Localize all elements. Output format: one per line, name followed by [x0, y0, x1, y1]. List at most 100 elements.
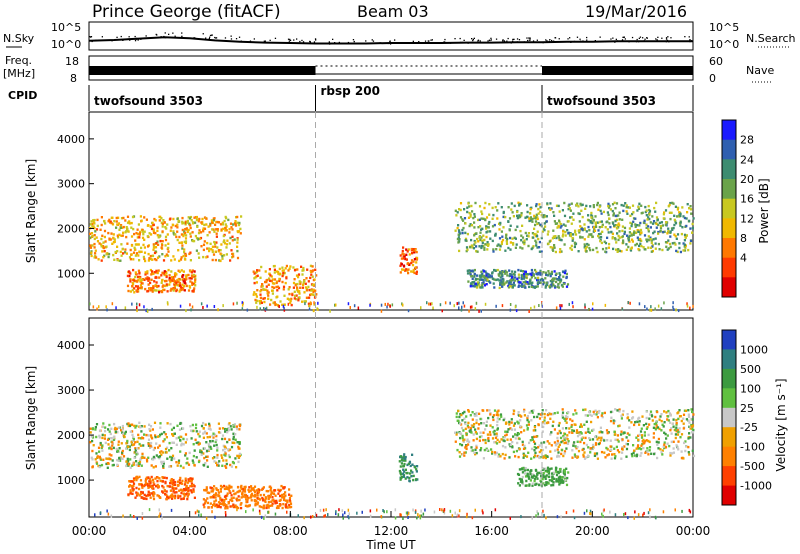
- heatmap-cell: [269, 488, 272, 492]
- heatmap-cell: [200, 453, 203, 456]
- heatmap-cell: [229, 491, 232, 494]
- heatmap-cell: [274, 494, 277, 497]
- heatmap-cell: [538, 240, 541, 244]
- ground-scatter-cell: [191, 305, 194, 309]
- heatmap-cell: [404, 468, 407, 471]
- heatmap-cell: [134, 441, 137, 444]
- heatmap-cell: [308, 296, 311, 299]
- heatmap-cell: [299, 286, 302, 289]
- heatmap-cell: [135, 486, 138, 490]
- heatmap-cell: [647, 453, 650, 456]
- heatmap-cell: [667, 409, 670, 413]
- heatmap-cell: [595, 453, 598, 457]
- heatmap-cell: [179, 495, 182, 498]
- heatmap-cell: [461, 228, 464, 232]
- heatmap-cell: [636, 445, 639, 448]
- heatmap-cell: [146, 460, 149, 463]
- heatmap-cell: [306, 268, 309, 271]
- heatmap-cell: [267, 501, 270, 504]
- ground-scatter-cell: [643, 511, 645, 515]
- heatmap-cell: [566, 434, 569, 437]
- heatmap-cell: [115, 427, 118, 431]
- heatmap-cell: [651, 415, 654, 418]
- heatmap-cell: [156, 476, 159, 479]
- heatmap-cell: [536, 235, 539, 238]
- heatmap-cell: [302, 283, 305, 286]
- noise-dot: [400, 42, 402, 44]
- heatmap-cell: [272, 265, 275, 268]
- heatmap-cell: [160, 453, 163, 456]
- heatmap-cell: [486, 272, 489, 276]
- heatmap-cell: [648, 238, 651, 242]
- heatmap-cell: [523, 275, 526, 278]
- heatmap-cell: [171, 223, 174, 226]
- heatmap-cell: [667, 247, 671, 250]
- heatmap-cell: [523, 239, 526, 242]
- heatmap-cell: [217, 249, 220, 252]
- noise-dot: [472, 39, 474, 42]
- ground-scatter-cell: [213, 305, 216, 308]
- noise-dot: [211, 34, 213, 36]
- heatmap-cell: [660, 221, 663, 224]
- heatmap-cell: [630, 222, 634, 226]
- heatmap-cell: [473, 283, 476, 286]
- heatmap-cell: [215, 461, 218, 464]
- heatmap-cell: [615, 224, 618, 227]
- heatmap-cell: [143, 251, 147, 254]
- heatmap-cell: [482, 275, 485, 278]
- heatmap-cell: [205, 223, 208, 226]
- heatmap-cell: [563, 243, 566, 246]
- heatmap-cell: [283, 294, 286, 297]
- heatmap-cell: [91, 439, 94, 443]
- heatmap-cell: [667, 419, 670, 422]
- heatmap-cell: [314, 268, 317, 271]
- heatmap-cell: [533, 227, 536, 230]
- heatmap-cell: [192, 489, 195, 493]
- noise-dot: [503, 40, 505, 42]
- heatmap-cell: [244, 485, 247, 489]
- heatmap-cell: [527, 244, 530, 248]
- heatmap-cell: [527, 420, 530, 424]
- heatmap-cell: [533, 477, 537, 481]
- heatmap-cell: [269, 493, 273, 496]
- ground-scatter-cell: [439, 508, 441, 511]
- heatmap-cell: [609, 410, 613, 414]
- ground-scatter-cell: [538, 304, 540, 307]
- heatmap-cell: [399, 271, 402, 274]
- heatmap-cell: [101, 234, 104, 237]
- heatmap-cell: [240, 484, 243, 488]
- noise-dot: [334, 42, 336, 44]
- heatmap-cell: [163, 273, 166, 277]
- heatmap-cell: [467, 443, 470, 446]
- heatmap-cell: [256, 274, 259, 277]
- heatmap-cell: [536, 222, 539, 226]
- ground-scatter-cell: [138, 303, 141, 307]
- heatmap-cell: [502, 418, 505, 422]
- heatmap-cell: [402, 474, 405, 477]
- heatmap-cell: [491, 415, 495, 419]
- noise-dot: [208, 38, 210, 40]
- heatmap-cell: [557, 480, 560, 483]
- ground-scatter-cell: [315, 513, 318, 517]
- heatmap-cell: [558, 483, 561, 486]
- heatmap-cell: [144, 277, 147, 280]
- heatmap-cell: [559, 222, 562, 226]
- heatmap-cell: [267, 497, 270, 501]
- heatmap-cell: [530, 469, 533, 472]
- heatmap-cell: [175, 235, 178, 239]
- heatmap-cell: [178, 479, 181, 482]
- heatmap-cell: [172, 230, 175, 233]
- heatmap-cell: [641, 440, 644, 443]
- heatmap-cell: [185, 438, 189, 441]
- heatmap-cell: [529, 439, 532, 442]
- heatmap-cell: [539, 456, 542, 459]
- heatmap-cell: [135, 451, 138, 454]
- heatmap-cell: [170, 458, 173, 462]
- heatmap-cell: [112, 236, 115, 240]
- heatmap-cell: [315, 274, 318, 277]
- heatmap-cell: [175, 461, 178, 464]
- heatmap-cell: [109, 432, 112, 436]
- ground-scatter-cell: [323, 514, 325, 518]
- heatmap-cell: [664, 432, 667, 436]
